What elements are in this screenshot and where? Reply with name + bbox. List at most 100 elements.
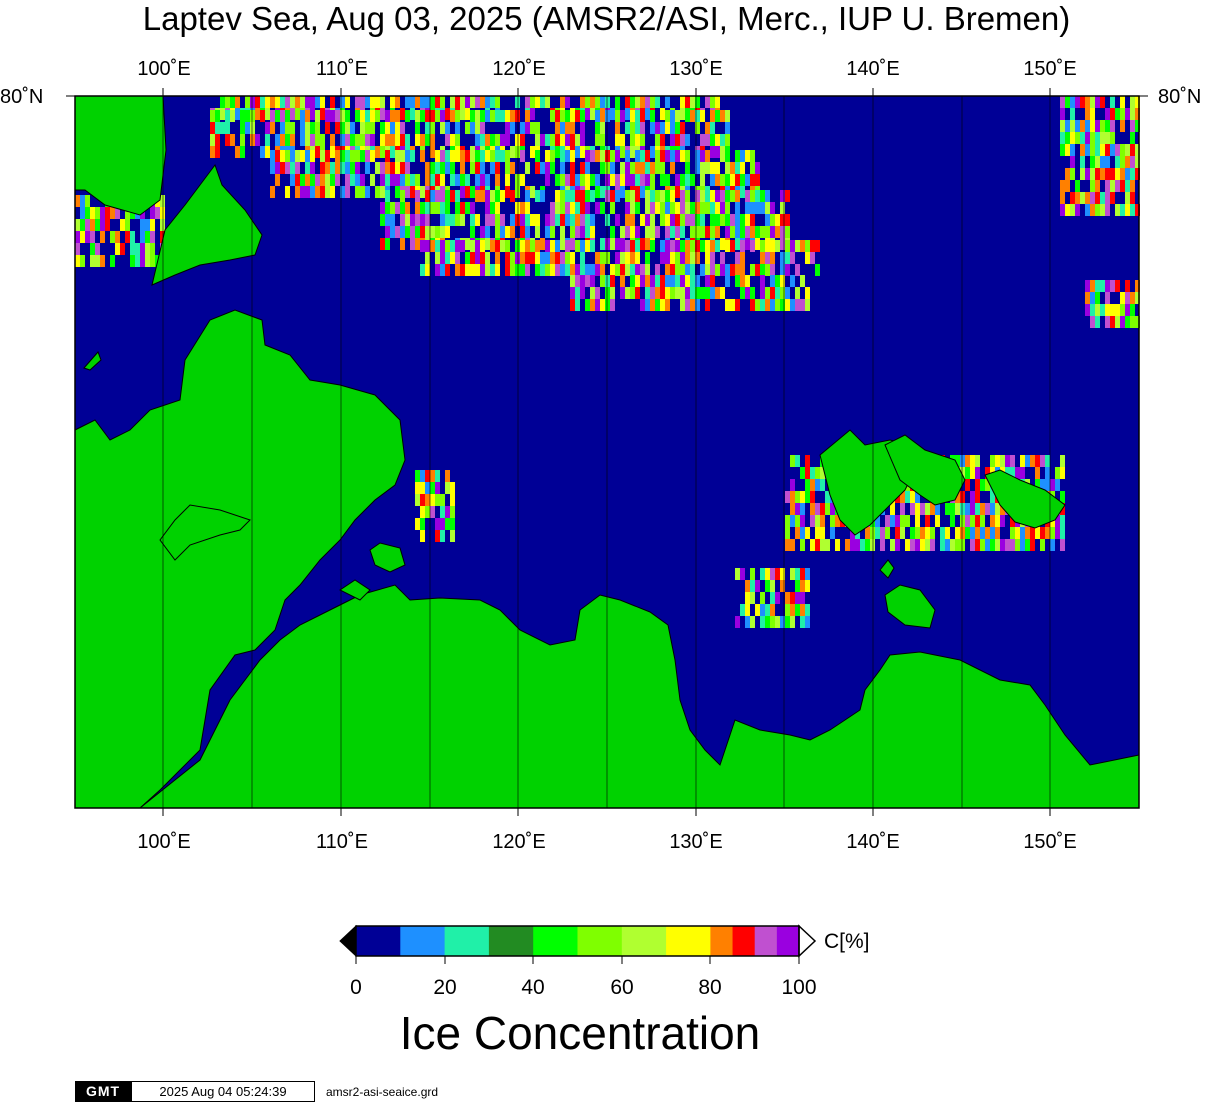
ice-cell-1588: [790, 503, 795, 515]
ice-cell-1068: [455, 240, 460, 252]
ice-cell-1869: [1015, 527, 1020, 539]
ice-cell-1624: [820, 527, 825, 539]
colorbar-over-arrow: [798, 924, 817, 958]
ice-cell-154: [210, 110, 215, 122]
ice-cell-367: [575, 146, 580, 158]
ice-cell-978: [700, 190, 705, 202]
ice-cell-406: [650, 146, 655, 158]
ice-cell-838: [500, 226, 505, 238]
ice-cell-1359: [90, 243, 95, 255]
ice-cell-616: [545, 162, 550, 174]
ice-cell-1108: [535, 240, 540, 252]
ice-cell-672: [640, 150, 645, 162]
ice-cell-69: [425, 96, 430, 108]
ice-cell-1256: [610, 287, 615, 299]
ice-cell-1557: [1100, 304, 1105, 316]
ice-cell-1786: [955, 503, 960, 515]
ice-cell-501: [345, 162, 350, 174]
ice-cell-670: [635, 174, 640, 186]
ice-cell-1238: [575, 275, 580, 287]
ice-cell-628: [570, 150, 575, 162]
ice-cell-1212: [765, 240, 770, 252]
land-maly-lyakhovsky-island: [879, 559, 895, 579]
ice-cell-1490: [1105, 108, 1110, 120]
ice-cell-702: [685, 174, 690, 186]
ice-cell-1549: [1090, 292, 1095, 304]
ice-cell-719: [720, 150, 725, 162]
ice-cell-1488: [1100, 192, 1105, 204]
ice-cell-340: [530, 146, 535, 158]
ice-cell-1173: [675, 264, 680, 276]
ice-cell-2002: [440, 494, 445, 506]
ice-cell-816: [475, 190, 480, 202]
ice-cell-265: [395, 134, 400, 146]
ice-cell-1498: [1105, 204, 1110, 216]
ice-cell-1529: [1130, 108, 1135, 120]
ice-cell-1095: [510, 252, 515, 264]
ice-cell-1602: [805, 455, 810, 467]
ice-cell-908: [610, 190, 615, 202]
ice-cell-1260: [625, 287, 630, 299]
ice-cell-207: [310, 122, 315, 134]
ice-cell-1595: [795, 527, 800, 539]
ice-cell-1006: [735, 190, 740, 202]
ice-cell-1676: [865, 527, 870, 539]
ice-cell-1742: [915, 527, 920, 539]
ice-cell-216: [325, 110, 330, 122]
ice-cell-349: [555, 110, 560, 122]
ice-cell-1363: [95, 243, 100, 255]
ice-cell-1768: [940, 527, 945, 539]
ice-cell-175: [250, 110, 255, 122]
ice-cell-157: [210, 146, 215, 158]
ice-cell-464: [290, 162, 295, 174]
ice-cell-1811: [975, 479, 980, 491]
ice-cell-217: [325, 122, 330, 134]
ice-cell-152: [715, 96, 720, 108]
ice-cell-1889: [1035, 467, 1040, 479]
ice-cell-438: [710, 110, 715, 122]
ice-cell-1020: [750, 202, 755, 214]
ice-cell-1141: [600, 264, 605, 276]
ice-cell-319: [495, 110, 500, 122]
ice-cell-16: [255, 108, 260, 120]
ice-cell-704: [690, 174, 695, 186]
ice-cell-1603: [805, 467, 810, 479]
ice-cell-1310: [735, 299, 740, 311]
ice-cell-133: [645, 108, 650, 120]
ice-cell-134: [650, 96, 655, 108]
ice-cell-1931: [745, 592, 750, 604]
ice-cell-1221: [785, 240, 790, 252]
ice-cell-932: [645, 190, 650, 202]
ice-cell-503: [345, 186, 350, 198]
ice-cell-397: [635, 122, 640, 134]
ice-cell-1973: [800, 604, 805, 616]
ice-cell-405: [650, 122, 655, 134]
ice-cell-232: [350, 122, 355, 134]
ice-cell-1290: [685, 287, 690, 299]
ice-cell-1314: [745, 287, 750, 299]
ice-cell-1809: [975, 455, 980, 467]
ice-cell-1584: [785, 539, 790, 551]
ice-cell-444: [715, 146, 720, 158]
ice-cell-1972: [800, 592, 805, 604]
ice-cell-1352: [85, 195, 90, 207]
ice-cell-1116: [550, 240, 555, 252]
ice-cell-53: [370, 96, 375, 108]
ice-cell-1259: [620, 287, 625, 299]
ice-cell-980: [700, 214, 705, 226]
ice-cell-979: [700, 202, 705, 214]
ice-cell-581: [475, 150, 480, 162]
ice-cell-834: [495, 226, 500, 238]
ice-cell-1558: [1105, 280, 1110, 292]
ice-cell-1240: [575, 299, 580, 311]
ice-cell-1153: [630, 252, 635, 264]
ice-cell-1553: [1095, 292, 1100, 304]
ice-cell-1882: [1025, 527, 1030, 539]
ice-cell-1177: [685, 240, 690, 252]
ice-cell-799: [445, 214, 450, 226]
ice-cell-1345: [75, 243, 80, 255]
ice-cell-943: [655, 202, 660, 214]
ice-cell-1536: [1130, 192, 1135, 204]
ice-cell-1341: [805, 299, 810, 311]
ice-cell-1996: [430, 506, 435, 518]
